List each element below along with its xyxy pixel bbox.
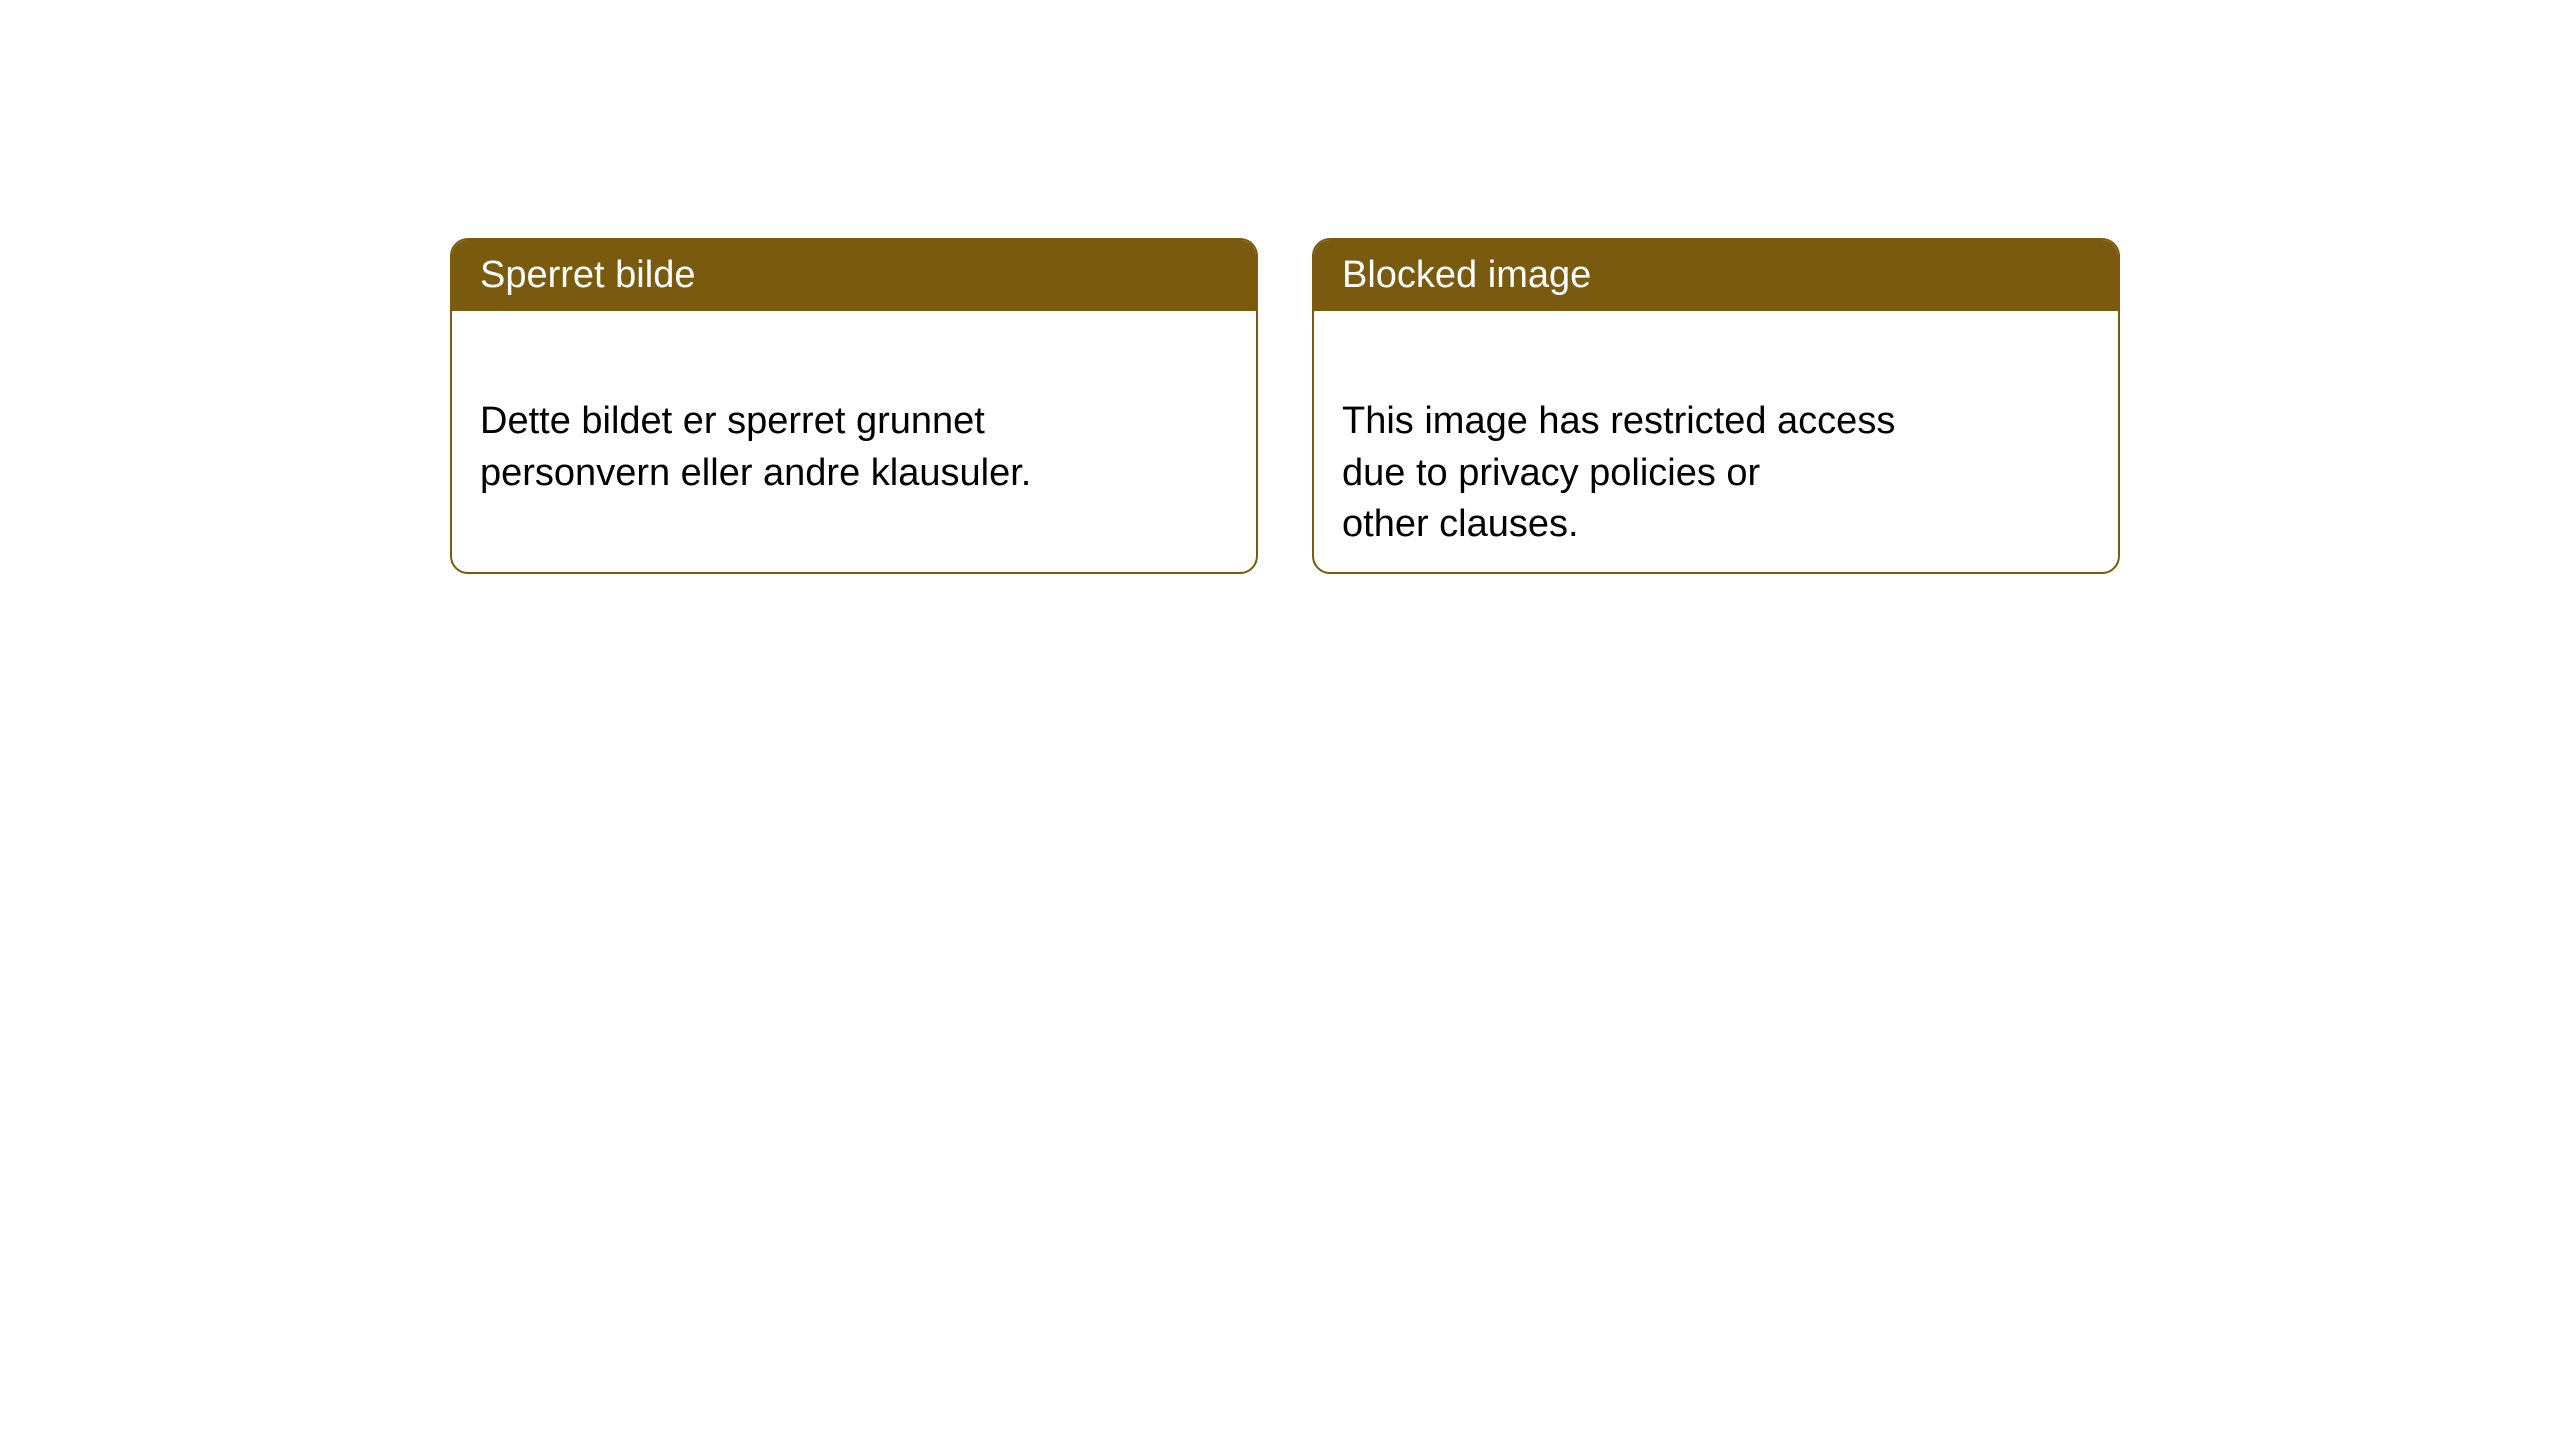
notice-title-text: Blocked image bbox=[1342, 254, 1591, 296]
notice-body: Dette bildet er sperret grunnet personve… bbox=[452, 311, 1256, 533]
notice-body-text: Dette bildet er sperret grunnet personve… bbox=[480, 400, 1031, 493]
notice-body-text: This image has restricted access due to … bbox=[1342, 400, 1895, 545]
notice-header: Sperret bilde bbox=[452, 240, 1256, 311]
notice-header: Blocked image bbox=[1314, 240, 2118, 311]
notice-title-text: Sperret bilde bbox=[480, 254, 695, 296]
notice-card-norwegian: Sperret bilde Dette bildet er sperret gr… bbox=[450, 238, 1258, 574]
notice-card-english: Blocked image This image has restricted … bbox=[1312, 238, 2120, 574]
notice-body: This image has restricted access due to … bbox=[1314, 311, 2118, 574]
notice-container: Sperret bilde Dette bildet er sperret gr… bbox=[0, 0, 2560, 574]
